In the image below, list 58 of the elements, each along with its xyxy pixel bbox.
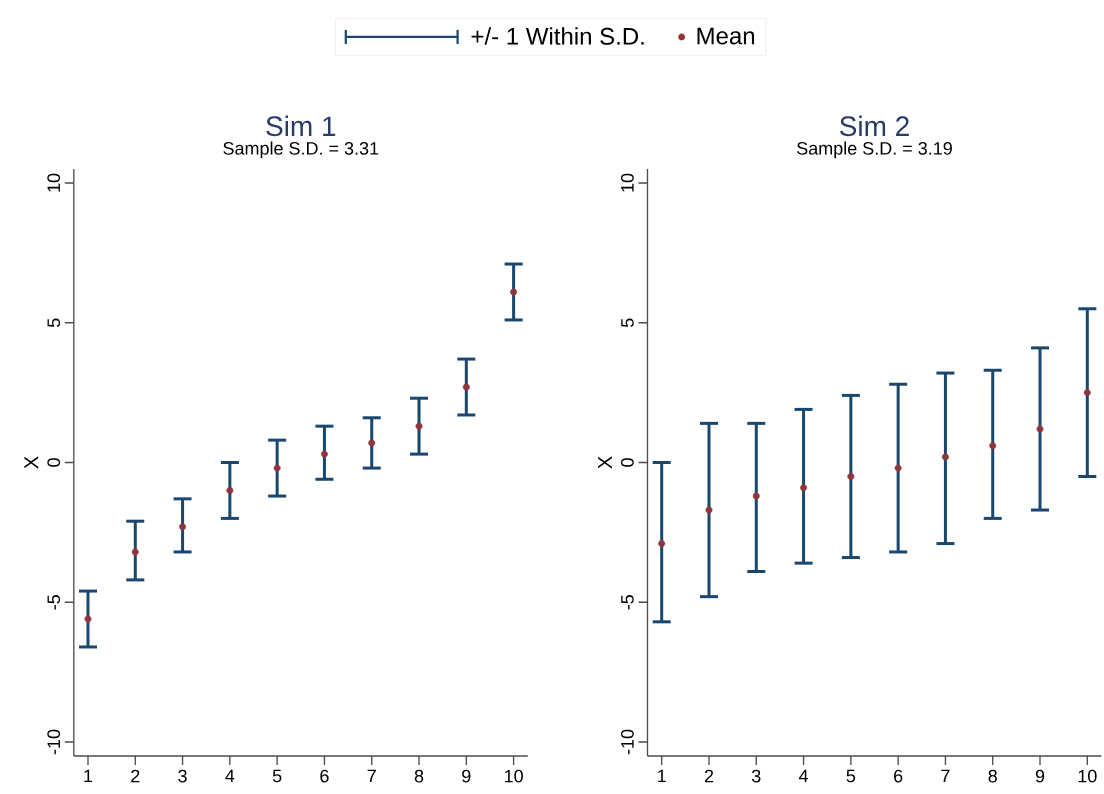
x-tick-label: 4 (798, 769, 809, 783)
x-tick-label: 4 (225, 769, 235, 783)
y-axis-title: X (24, 456, 39, 469)
point (989, 442, 997, 450)
x-tick-label: 10 (504, 769, 523, 783)
point (941, 453, 949, 461)
point (658, 540, 666, 548)
x-tick-label: 5 (846, 769, 856, 783)
x-tick-label: 6 (320, 769, 329, 783)
x-tick-label: 2 (704, 769, 714, 783)
y-tick-label: -5 (621, 595, 634, 610)
point (131, 548, 139, 556)
x-tick-label: 8 (414, 769, 424, 783)
point (800, 484, 808, 492)
x-tick-label: 8 (988, 769, 997, 783)
point (752, 492, 760, 500)
point (705, 506, 713, 514)
point (273, 464, 281, 472)
point (368, 439, 376, 447)
chart-title: Sim 2 (839, 115, 909, 137)
chart-subtitle: Sample S.D. = 3.19 (797, 141, 952, 159)
y-tick-label: 5 (47, 318, 61, 328)
y-tick-label: 10 (621, 173, 634, 192)
point (1083, 389, 1091, 397)
y-tick-label: 10 (47, 173, 61, 192)
point (894, 464, 902, 472)
point (179, 523, 187, 531)
x-tick-label: 7 (367, 769, 376, 783)
point (462, 383, 470, 391)
legend-label: Mean (697, 27, 755, 45)
y-tick-label: -10 (621, 729, 634, 755)
x-tick-label: 9 (462, 769, 471, 783)
x-tick-label: 7 (941, 769, 950, 783)
x-tick-label: 9 (1035, 769, 1045, 783)
y-tick-label: 5 (621, 318, 634, 328)
point (510, 288, 518, 296)
chart-subtitle: Sample S.D. = 3.31 (223, 141, 379, 159)
x-tick-label: 10 (1078, 769, 1097, 783)
y-axis-title: X (598, 456, 612, 469)
point (415, 422, 423, 430)
y-tick-label: 0 (621, 458, 634, 467)
y-tick-label: -5 (47, 595, 61, 610)
point (1036, 425, 1044, 433)
point (84, 615, 92, 623)
point (226, 486, 234, 494)
x-tick-label: 3 (178, 769, 187, 783)
chart-title: Sim 1 (266, 115, 336, 137)
x-tick-label: 3 (751, 769, 761, 783)
x-tick-label: 2 (131, 769, 140, 783)
point (320, 450, 328, 458)
x-tick-label: 1 (84, 769, 93, 783)
y-tick-label: -10 (47, 729, 61, 755)
x-tick-label: 5 (272, 769, 282, 783)
x-tick-label: 6 (894, 769, 903, 783)
y-tick-label: 0 (47, 458, 61, 467)
point (847, 473, 855, 480)
x-tick-label: 1 (658, 769, 666, 783)
text: +/- 1 Within S.D. (471, 27, 644, 45)
